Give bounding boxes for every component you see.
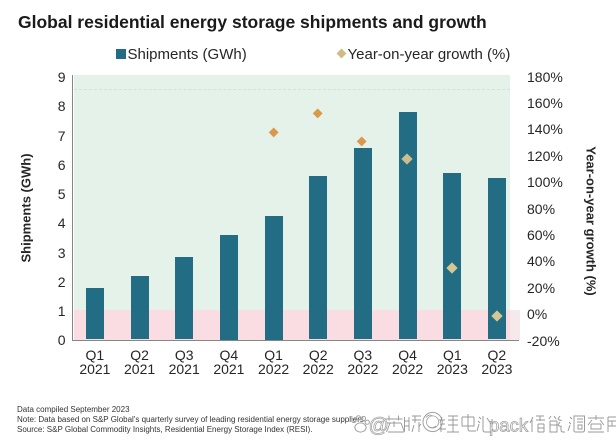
svg-text:@: @ bbox=[369, 415, 389, 437]
svg-text:pack: pack bbox=[489, 415, 529, 436]
